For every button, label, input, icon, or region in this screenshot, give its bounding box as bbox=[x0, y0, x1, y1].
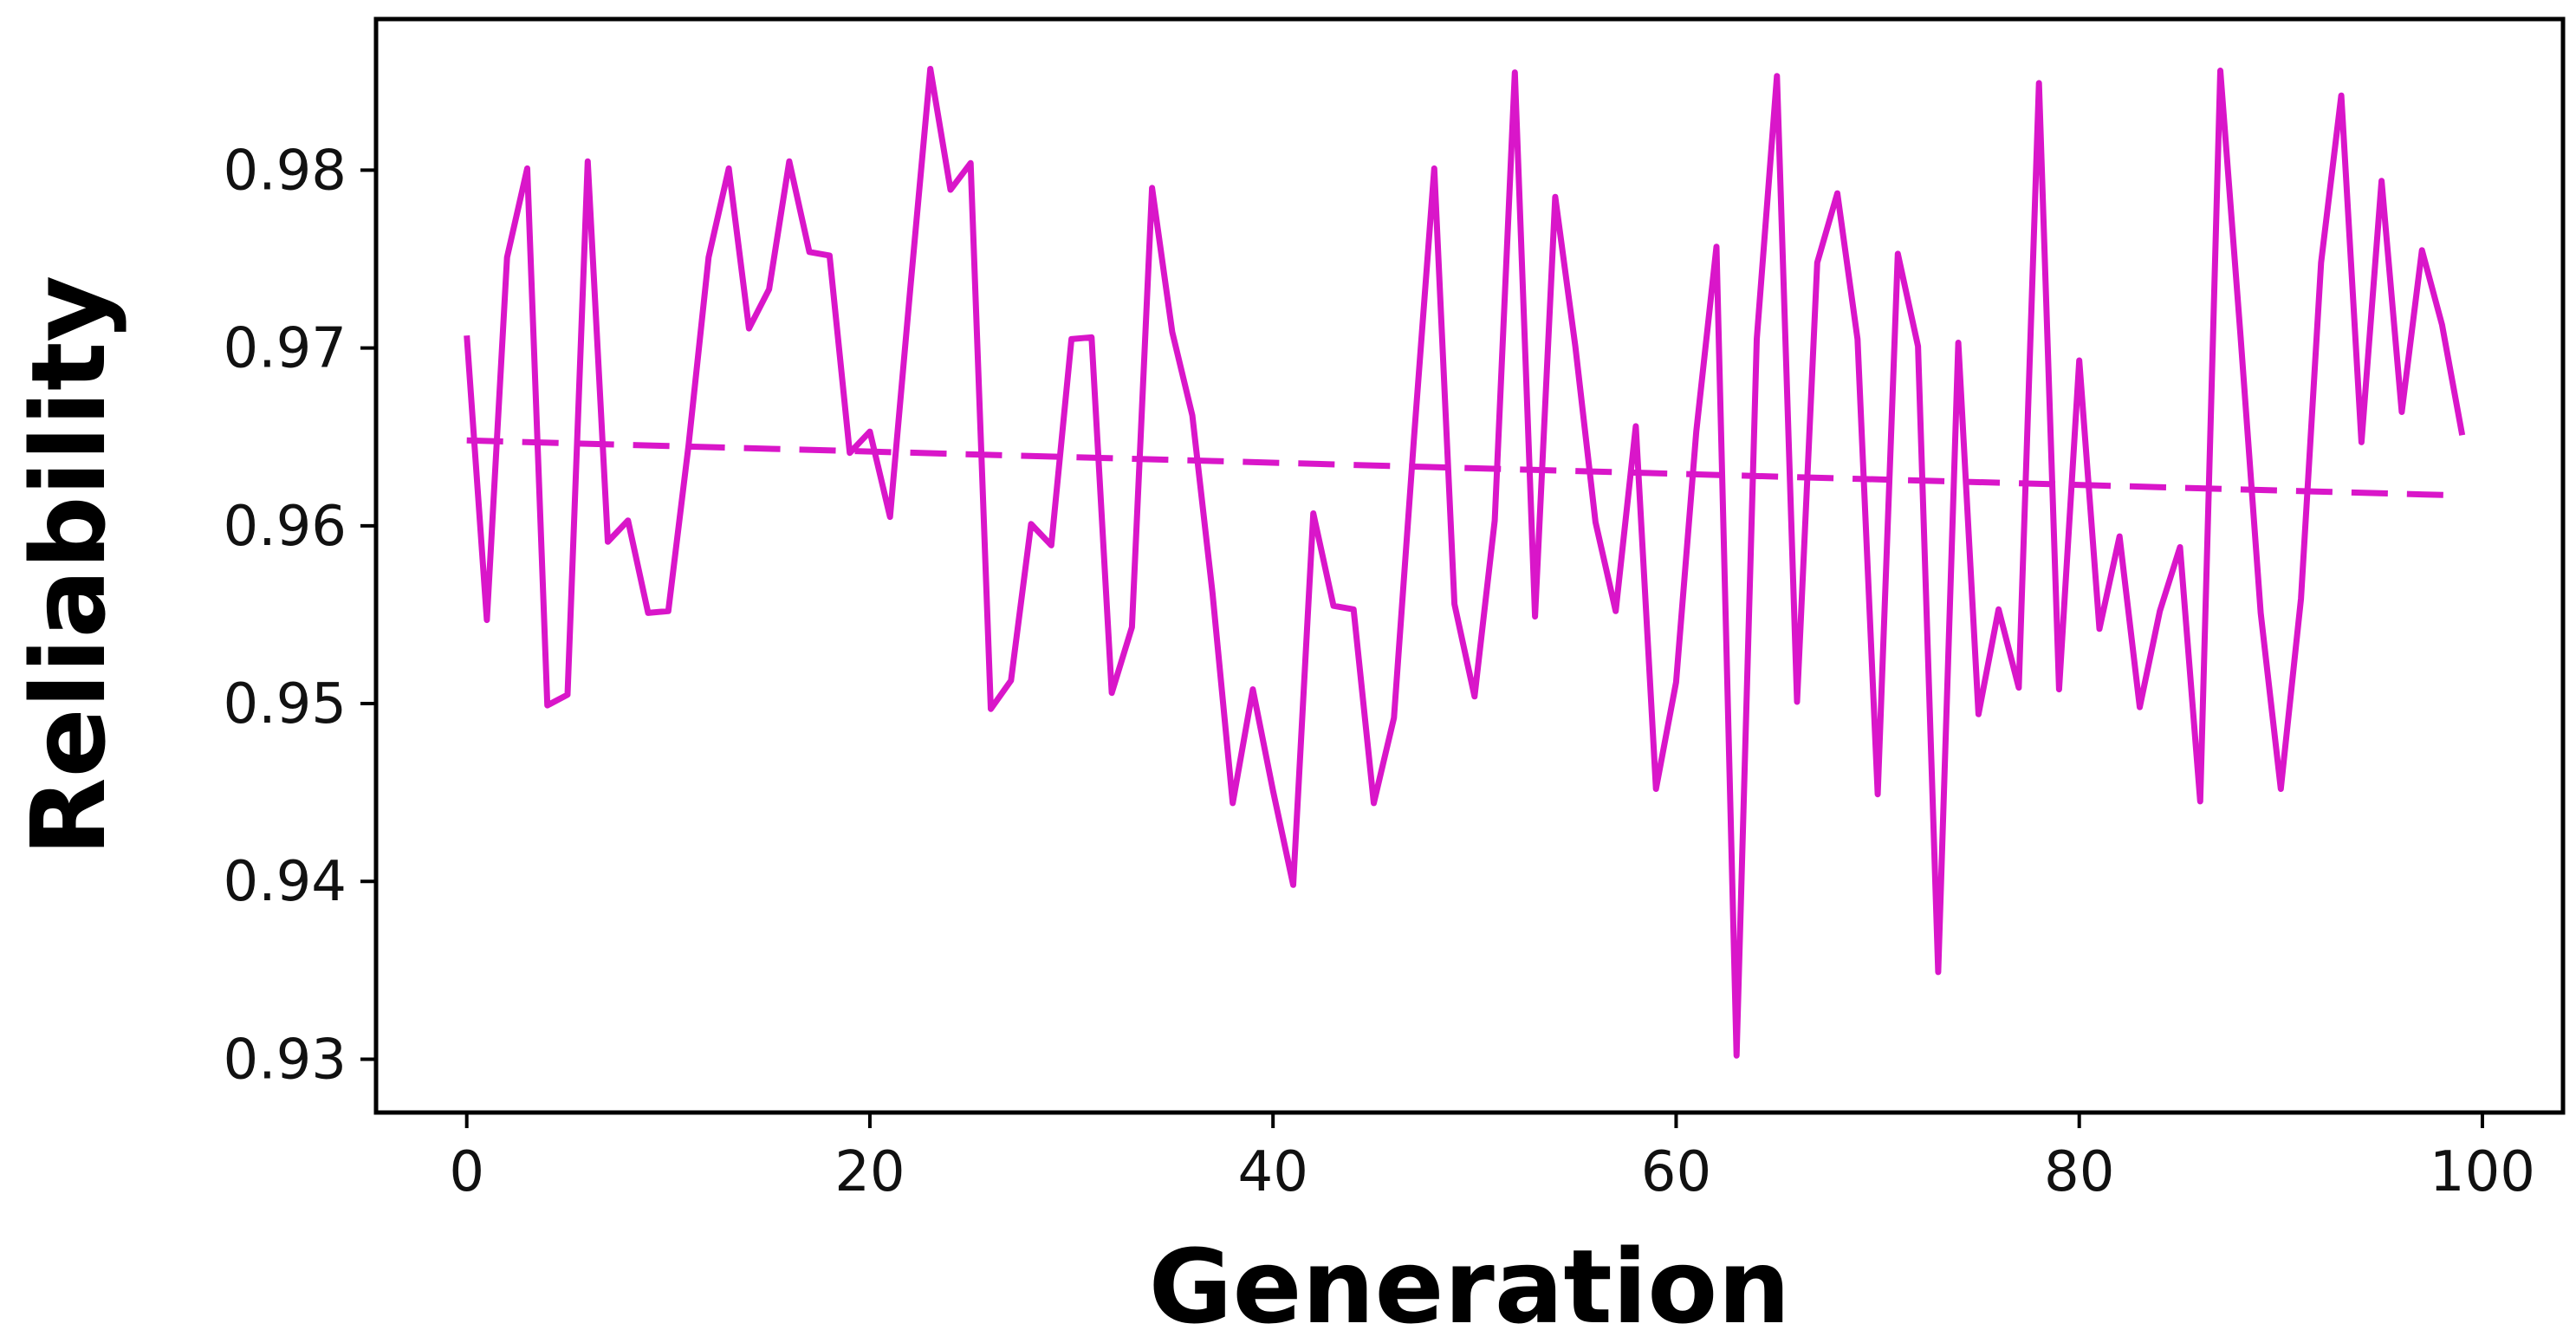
y-tick-label: 0.96 bbox=[224, 495, 347, 559]
y-tick-label: 0.97 bbox=[224, 317, 347, 381]
x-tick-label: 100 bbox=[2430, 1140, 2535, 1204]
x-tick-label: 60 bbox=[1641, 1140, 1711, 1204]
x-axis-title: Generation bbox=[1149, 1227, 1791, 1343]
y-tick-label: 0.98 bbox=[224, 139, 347, 203]
x-tick-label: 20 bbox=[834, 1140, 905, 1204]
y-axis-ticks: 0.93 0.94 0.95 0.96 0.97 0.98 bbox=[224, 139, 376, 1092]
trend-line-dashed bbox=[466, 437, 2462, 499]
plot-frame bbox=[373, 16, 2566, 1115]
x-tick-label: 80 bbox=[2044, 1140, 2114, 1204]
x-axis-ticks: 0 20 40 60 80 100 bbox=[449, 1113, 2535, 1204]
y-axis-title: Reliability bbox=[9, 276, 128, 857]
plot-lines bbox=[464, 66, 2466, 1059]
reliability-line bbox=[464, 66, 2466, 1059]
x-tick-label: 0 bbox=[449, 1140, 484, 1204]
y-tick-label: 0.95 bbox=[224, 672, 347, 736]
y-tick-label: 0.94 bbox=[224, 850, 347, 914]
x-tick-label: 40 bbox=[1237, 1140, 1307, 1204]
y-tick-label: 0.93 bbox=[224, 1028, 347, 1092]
